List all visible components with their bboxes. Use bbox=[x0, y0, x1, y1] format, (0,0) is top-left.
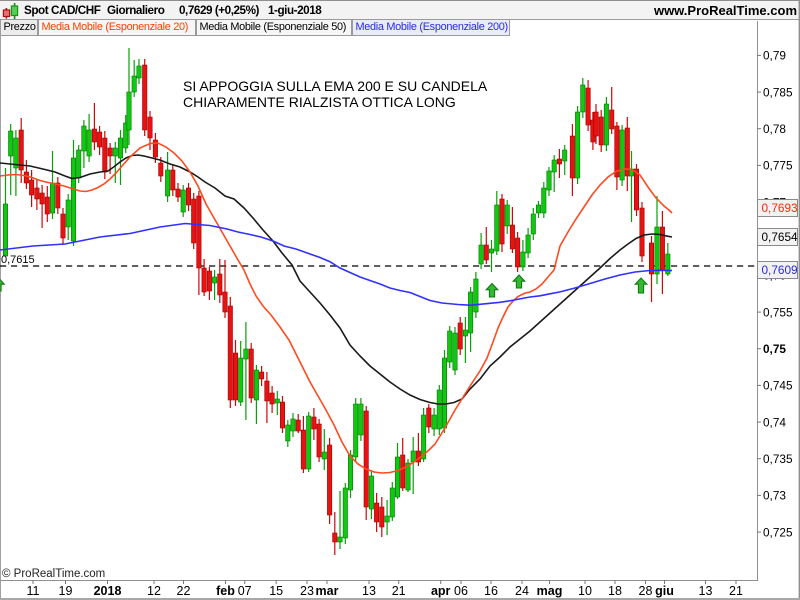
svg-text:apr: apr bbox=[431, 584, 451, 598]
svg-text:0,745: 0,745 bbox=[763, 379, 793, 393]
svg-text:23: 23 bbox=[300, 584, 314, 598]
svg-text:mar: mar bbox=[316, 584, 339, 598]
svg-text:15: 15 bbox=[269, 584, 283, 598]
svg-text:feb: feb bbox=[216, 584, 235, 598]
svg-text:0,79: 0,79 bbox=[763, 49, 786, 63]
svg-text:0,7609: 0,7609 bbox=[762, 263, 798, 277]
svg-text:13: 13 bbox=[362, 584, 376, 598]
svg-text:SI APPOGGIA SULLA EMA 200 E SU: SI APPOGGIA SULLA EMA 200 E SU CANDELA bbox=[183, 78, 488, 94]
svg-text:21: 21 bbox=[729, 584, 743, 598]
svg-text:21: 21 bbox=[392, 584, 406, 598]
svg-text:mag: mag bbox=[537, 584, 563, 598]
svg-text:0,785: 0,785 bbox=[763, 85, 793, 99]
svg-text:19: 19 bbox=[59, 584, 73, 598]
svg-text:0,775: 0,775 bbox=[763, 159, 793, 173]
svg-text:16: 16 bbox=[484, 584, 498, 598]
svg-text:22: 22 bbox=[177, 584, 191, 598]
svg-text:0,725: 0,725 bbox=[763, 525, 793, 539]
svg-text:0,7615: 0,7615 bbox=[1, 254, 35, 266]
svg-text:28: 28 bbox=[639, 584, 653, 598]
svg-text:© ProRealTime.com: © ProRealTime.com bbox=[2, 568, 105, 580]
svg-text:18: 18 bbox=[608, 584, 622, 598]
svg-text:07: 07 bbox=[238, 584, 252, 598]
svg-text:0,7693: 0,7693 bbox=[762, 201, 799, 215]
svg-text:0,755: 0,755 bbox=[763, 305, 793, 319]
svg-text:0,735: 0,735 bbox=[763, 452, 793, 466]
svg-text:06: 06 bbox=[454, 584, 468, 598]
svg-text:13: 13 bbox=[699, 584, 713, 598]
svg-text:0,74: 0,74 bbox=[763, 415, 786, 429]
svg-text:10: 10 bbox=[578, 584, 592, 598]
svg-text:12: 12 bbox=[147, 584, 161, 598]
svg-text:giu: giu bbox=[655, 584, 674, 598]
svg-text:0,7654: 0,7654 bbox=[762, 230, 799, 244]
svg-text:2018: 2018 bbox=[94, 584, 122, 598]
svg-text:0,75: 0,75 bbox=[763, 342, 786, 356]
svg-text:0,78: 0,78 bbox=[763, 122, 786, 136]
svg-text:CHIARAMENTE RIALZISTA OTTICA L: CHIARAMENTE RIALZISTA OTTICA LONG bbox=[183, 94, 456, 110]
svg-text:24: 24 bbox=[515, 584, 529, 598]
svg-text:0,73: 0,73 bbox=[763, 489, 786, 503]
svg-text:11: 11 bbox=[27, 584, 40, 598]
